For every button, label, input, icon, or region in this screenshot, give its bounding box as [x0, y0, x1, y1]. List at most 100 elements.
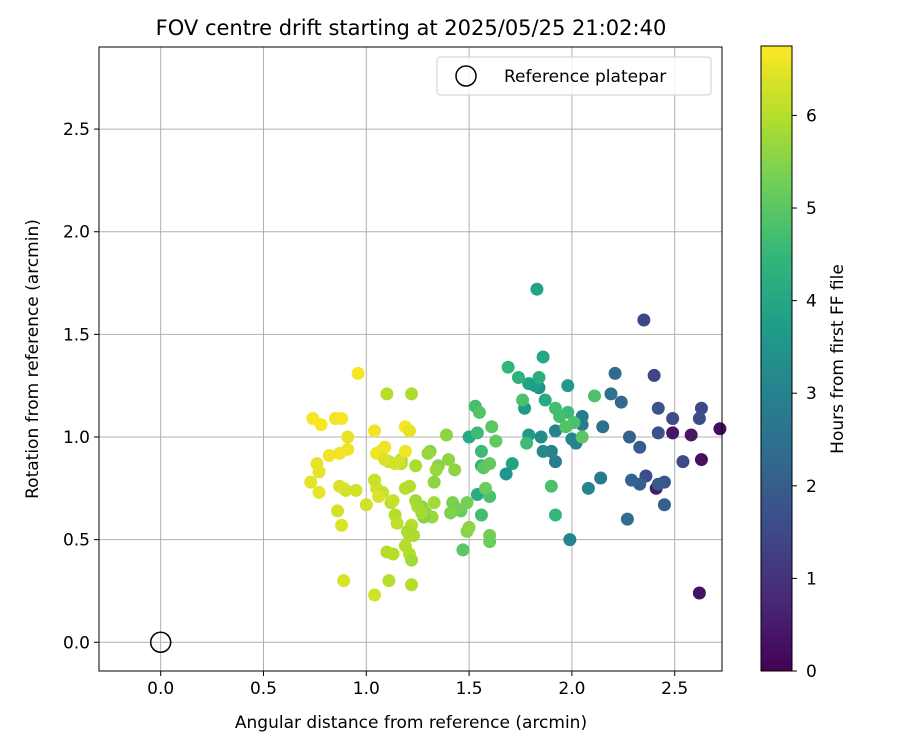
y-tick-label: 0.0: [63, 633, 90, 653]
data-point: [368, 473, 382, 487]
colorbar-tick-label: 2: [806, 477, 817, 497]
data-point: [378, 453, 392, 467]
data-point: [337, 574, 351, 588]
colorbar-tick-label: 6: [806, 106, 817, 126]
data-point: [483, 535, 497, 549]
x-tick-label: 0.5: [250, 679, 277, 699]
data-point: [349, 483, 363, 497]
data-point: [536, 444, 550, 458]
data-point: [405, 578, 419, 592]
data-point: [614, 395, 628, 409]
data-point: [392, 455, 406, 469]
data-point: [456, 543, 470, 557]
data-point: [333, 479, 347, 493]
data-point: [657, 498, 671, 512]
y-tick-label: 0.5: [63, 531, 90, 551]
plot-frame: [98, 46, 723, 672]
y-tick-label: 2.0: [63, 223, 90, 243]
data-point: [351, 366, 365, 380]
data-point: [530, 282, 544, 296]
data-point: [322, 448, 336, 462]
data-point: [581, 481, 595, 495]
colorbar: 0 1 2 3 4 5 6 Hours from first FF file: [760, 45, 848, 682]
colorbar-tick-label: 0: [806, 662, 817, 682]
data-point: [409, 459, 423, 473]
data-point: [516, 393, 530, 407]
data-point: [398, 539, 412, 553]
data-point: [666, 426, 680, 440]
data-point: [427, 496, 441, 510]
data-point: [596, 420, 610, 434]
x-tick-label: 1.0: [353, 679, 380, 699]
colorbar-tick-label: 4: [806, 292, 817, 312]
data-point: [304, 475, 318, 489]
data-point: [651, 426, 665, 440]
data-point: [563, 533, 577, 547]
data-point: [439, 428, 453, 442]
data-point: [692, 412, 706, 426]
data-point: [520, 436, 534, 450]
legend-reference-marker: [455, 65, 477, 87]
data-point: [651, 477, 665, 491]
data-point: [333, 446, 347, 460]
data-point: [536, 350, 550, 364]
data-point: [511, 370, 525, 384]
data-point: [575, 430, 589, 444]
data-point: [462, 520, 476, 534]
data-point: [501, 360, 515, 374]
data-point: [380, 387, 394, 401]
data-point: [386, 494, 400, 508]
data-point: [532, 370, 546, 384]
data-point: [474, 508, 488, 522]
data-point: [694, 453, 708, 467]
legend: Reference platepar: [436, 56, 712, 96]
data-point: [427, 475, 441, 489]
data-point: [485, 420, 499, 434]
data-point: [359, 498, 373, 512]
data-point: [633, 440, 647, 454]
data-point: [548, 508, 562, 522]
data-point: [604, 387, 618, 401]
data-point: [622, 430, 636, 444]
data-point: [421, 446, 435, 460]
y-axis-ticks: 0.0 0.5 1.0 1.5 2.0 2.5: [63, 120, 99, 653]
data-point: [341, 430, 355, 444]
y-tick-label: 2.5: [63, 120, 90, 140]
data-point: [470, 426, 484, 440]
data-point: [472, 405, 486, 419]
data-point: [684, 428, 698, 442]
x-axis-ticks: 0.0 0.5 1.0 1.5 2.0 2.5: [147, 671, 688, 699]
data-point: [565, 432, 579, 446]
scatter-points: [304, 282, 727, 602]
data-point: [460, 496, 474, 510]
data-point: [442, 453, 456, 467]
data-point: [405, 553, 419, 567]
data-point: [306, 412, 320, 426]
data-point: [415, 506, 429, 520]
data-point: [505, 457, 519, 471]
data-point: [444, 506, 458, 520]
data-point: [390, 516, 404, 530]
data-point: [483, 457, 497, 471]
data-point: [651, 401, 665, 415]
data-point: [429, 463, 443, 477]
data-point: [312, 485, 326, 499]
data-point: [676, 455, 690, 469]
grid-lines: [99, 47, 722, 671]
x-axis-label: Angular distance from reference (arcmin): [235, 713, 587, 733]
x-tick-label: 2.0: [558, 679, 585, 699]
colorbar-gradient: [760, 45, 793, 672]
data-point: [368, 588, 382, 602]
data-point: [368, 424, 382, 438]
data-point: [713, 422, 727, 436]
data-point: [409, 494, 423, 508]
data-point: [402, 424, 416, 438]
data-point: [548, 424, 562, 438]
colorbar-ticks: 0 1 2 3 4 5 6: [792, 106, 817, 682]
data-point: [534, 430, 548, 444]
data-point: [499, 467, 513, 481]
data-point: [666, 412, 680, 426]
chart-title: FOV centre drift starting at 2025/05/25 …: [156, 16, 667, 40]
data-point: [310, 457, 324, 471]
